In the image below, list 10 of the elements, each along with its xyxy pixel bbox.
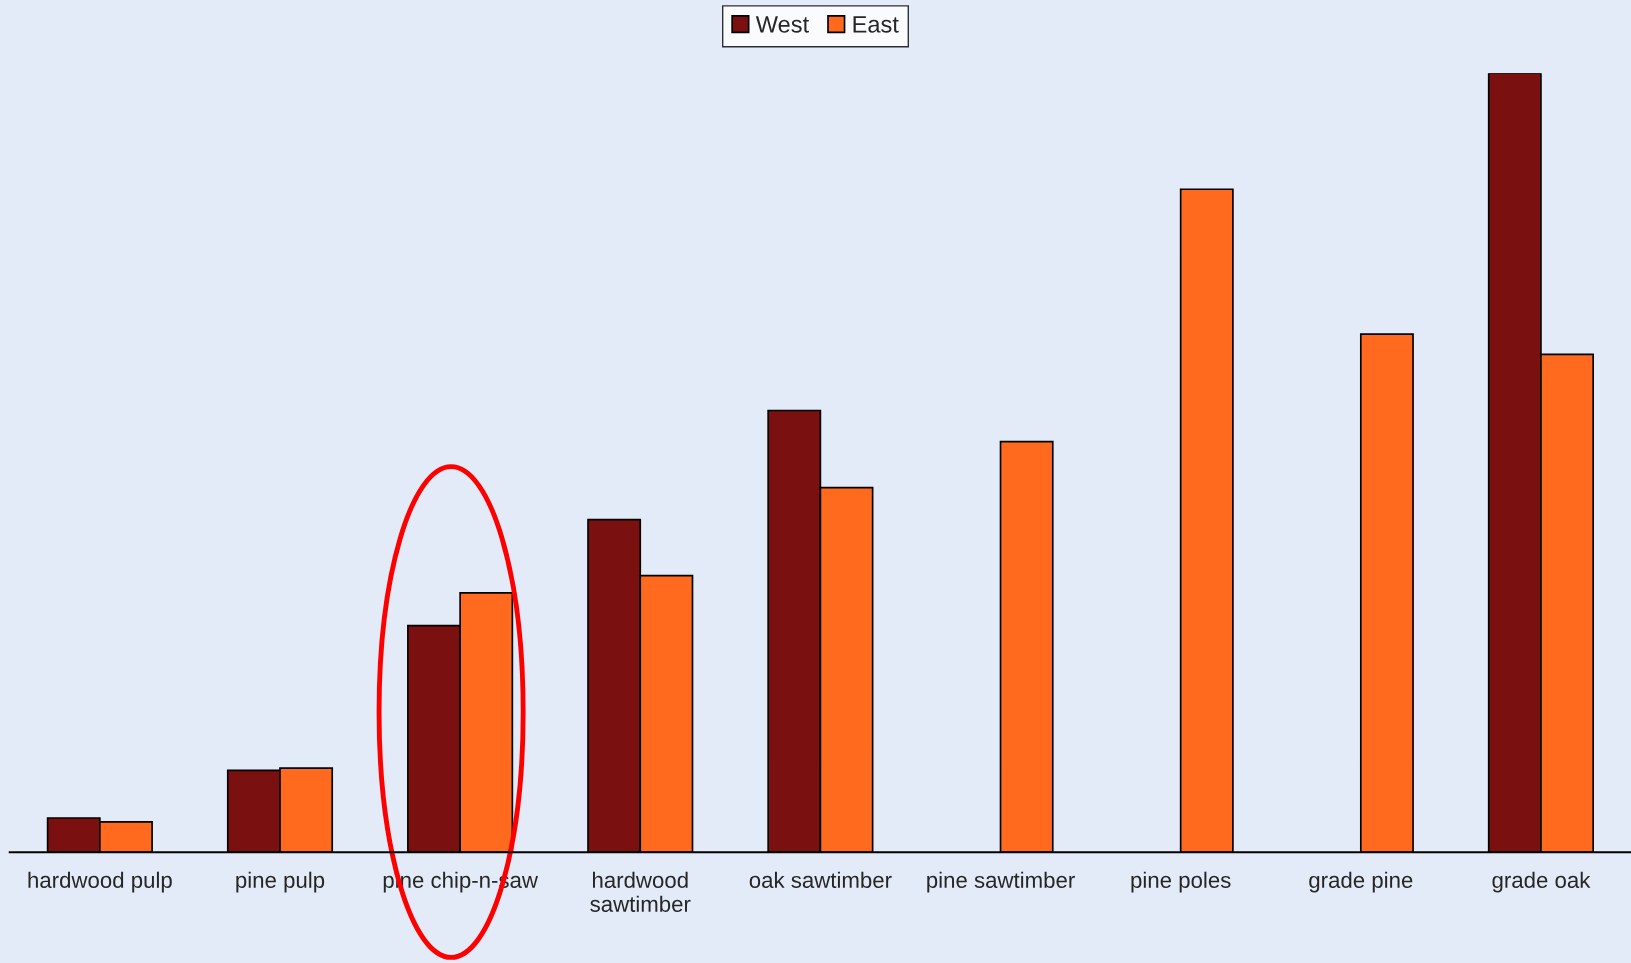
x-tick-label: hardwood pulp bbox=[28, 871, 172, 893]
x-tick-label: pine sawtimber bbox=[927, 871, 1075, 893]
x-tick-label: pine poles bbox=[1131, 871, 1231, 893]
x-tick-label: grade pine bbox=[1309, 871, 1413, 893]
legend-label: West bbox=[755, 16, 809, 33]
x-tick-label: grade oak bbox=[1492, 871, 1591, 893]
legend-label: East bbox=[853, 16, 899, 33]
x-tick-label: hardwood sawtimber bbox=[590, 871, 691, 912]
x-tick-label: oak sawtimber bbox=[749, 871, 892, 889]
x-tick-label: pine pulp bbox=[236, 871, 325, 893]
